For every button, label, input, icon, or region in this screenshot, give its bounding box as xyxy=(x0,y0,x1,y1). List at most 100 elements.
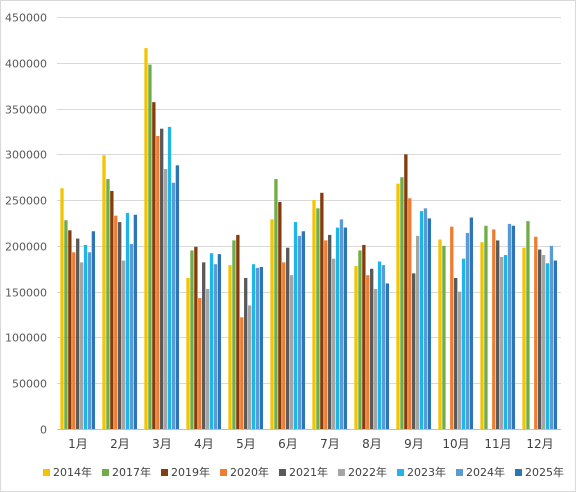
bar xyxy=(362,244,366,429)
bar xyxy=(286,247,290,429)
bar xyxy=(454,277,458,429)
x-category-label: 4月 xyxy=(194,437,214,451)
bar xyxy=(87,252,92,429)
y-axis-tick-labels: 0 50000 100000 150000 200000 250000 300000 3500… xyxy=(5,12,47,437)
bar xyxy=(297,235,302,429)
bar xyxy=(499,256,504,429)
bar xyxy=(156,136,160,429)
bar xyxy=(442,245,446,429)
bar xyxy=(427,218,432,429)
bar xyxy=(465,233,470,429)
bar xyxy=(480,242,484,429)
bar xyxy=(293,222,298,429)
bar xyxy=(228,265,232,429)
legend-item: 2020年 xyxy=(220,465,269,479)
y-tick-label: 250000 xyxy=(5,195,47,208)
bar xyxy=(282,262,286,429)
legend-swatch xyxy=(515,469,522,476)
bar xyxy=(175,165,180,429)
legend-swatch xyxy=(456,469,463,476)
bar xyxy=(538,249,542,429)
bar xyxy=(64,220,68,429)
bar xyxy=(255,267,260,429)
bar xyxy=(289,275,294,429)
bar xyxy=(366,275,370,429)
legend-swatch xyxy=(43,469,50,476)
x-category-label: 6月 xyxy=(278,437,298,451)
legend-item: 2014年 xyxy=(43,465,92,479)
bar xyxy=(121,260,126,429)
bar xyxy=(217,254,222,429)
bar xyxy=(404,154,408,429)
bar xyxy=(236,234,240,429)
bar xyxy=(370,268,374,429)
bar xyxy=(331,258,336,429)
bar xyxy=(377,261,382,429)
legend-label: 2014年 xyxy=(53,465,92,479)
y-tick-label: 50000 xyxy=(12,378,47,391)
bar xyxy=(469,217,474,429)
bar xyxy=(102,155,106,429)
bar xyxy=(144,48,148,429)
bar xyxy=(496,240,500,429)
legend-item: 2021年 xyxy=(279,465,328,479)
gridlines xyxy=(57,17,561,430)
bar xyxy=(343,227,348,429)
bar xyxy=(160,128,164,429)
x-category-label: 5月 xyxy=(236,437,256,451)
bar xyxy=(381,265,386,429)
bar xyxy=(251,264,256,429)
bar xyxy=(461,258,466,429)
bar xyxy=(148,64,152,430)
bar xyxy=(503,255,508,429)
bar xyxy=(83,244,88,429)
bar xyxy=(301,231,306,429)
y-tick-label: 150000 xyxy=(5,287,47,300)
bar xyxy=(205,288,210,429)
x-category-label: 7月 xyxy=(320,437,340,451)
legend-item: 2024年 xyxy=(456,465,505,479)
bar xyxy=(240,317,244,429)
legend-swatch xyxy=(397,469,404,476)
bar xyxy=(545,263,550,429)
x-category-label: 9月 xyxy=(404,437,424,451)
legend-swatch xyxy=(102,469,109,476)
legend-label: 2021年 xyxy=(289,465,328,479)
bar xyxy=(72,252,76,429)
legend-label: 2023年 xyxy=(407,465,446,479)
bar xyxy=(163,168,168,430)
bar xyxy=(274,179,278,429)
bar xyxy=(373,288,378,429)
legend-item: 2017年 xyxy=(102,465,151,479)
bar xyxy=(152,102,156,430)
legend-swatch xyxy=(161,469,168,476)
bar xyxy=(194,246,198,429)
bar xyxy=(328,234,332,429)
y-tick-label: 200000 xyxy=(5,241,47,254)
bar xyxy=(316,208,320,429)
bar xyxy=(110,190,114,429)
bar xyxy=(125,212,130,429)
bar xyxy=(133,214,138,429)
bar xyxy=(167,126,172,430)
bar xyxy=(106,179,110,429)
bar xyxy=(335,227,340,429)
legend-label: 2022年 xyxy=(348,465,387,479)
bar xyxy=(278,201,282,429)
y-tick-label: 300000 xyxy=(5,149,47,162)
x-category-label: 10月 xyxy=(442,437,469,451)
bar xyxy=(190,250,194,429)
legend-item: 2023年 xyxy=(397,465,446,479)
bar xyxy=(354,266,358,429)
y-tick-label: 100000 xyxy=(5,332,47,345)
bar xyxy=(358,250,362,429)
bar xyxy=(553,260,558,429)
bar xyxy=(312,200,316,429)
x-axis-category-labels: 1月 2月 3月 4月 5月 6月 7月 8月 9月 10月 11月 12月 xyxy=(68,437,553,451)
bar xyxy=(129,244,134,429)
bar xyxy=(385,283,390,429)
legend-swatch xyxy=(220,469,227,476)
bar xyxy=(526,221,530,429)
bar xyxy=(186,277,190,429)
